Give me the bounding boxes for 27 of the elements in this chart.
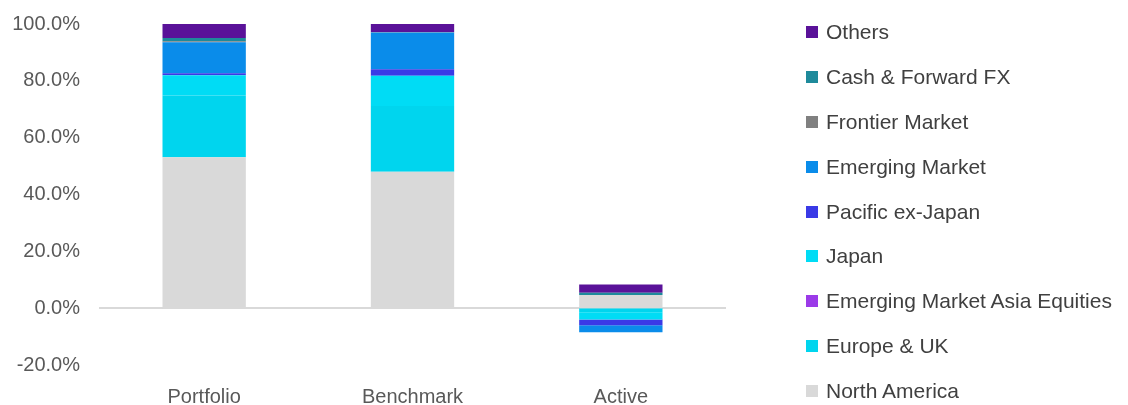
y-tick-label: 100.0%	[12, 11, 81, 34]
legend-label: Japan	[826, 244, 884, 269]
y-tick-label: 40.0%	[23, 182, 81, 205]
bar	[162, 24, 246, 38]
y-tick-label: 0.0%	[34, 295, 81, 318]
legend-label: Emerging Market	[826, 154, 986, 179]
bar	[162, 42, 246, 74]
legend-label: Others	[826, 20, 890, 45]
legend-label: Cash & Forward FX	[826, 65, 1011, 90]
legend-label: Pacific ex-Japan	[826, 199, 981, 224]
legend-label: Frontier Market	[826, 109, 969, 134]
x-tick-label: Benchmark	[361, 384, 465, 405]
y-tick-label: 80.0%	[23, 68, 81, 91]
x-tick-label: Active	[593, 384, 649, 405]
bar	[579, 284, 663, 293]
y-tick-label: 60.0%	[23, 125, 81, 148]
bar	[579, 325, 663, 333]
x-tick-label: Portfolio	[167, 384, 241, 405]
bar	[370, 69, 455, 76]
legend-label: North America	[826, 378, 960, 403]
bar	[370, 24, 455, 32]
bar	[370, 32, 455, 70]
y-tick-label: 20.0%	[23, 238, 81, 261]
y-tick-label: -20.0%	[16, 352, 81, 375]
legend-label: Emerging Market Asia Equities	[826, 289, 1112, 314]
legend-label: Europe & UK	[826, 333, 949, 358]
bar	[579, 312, 663, 320]
